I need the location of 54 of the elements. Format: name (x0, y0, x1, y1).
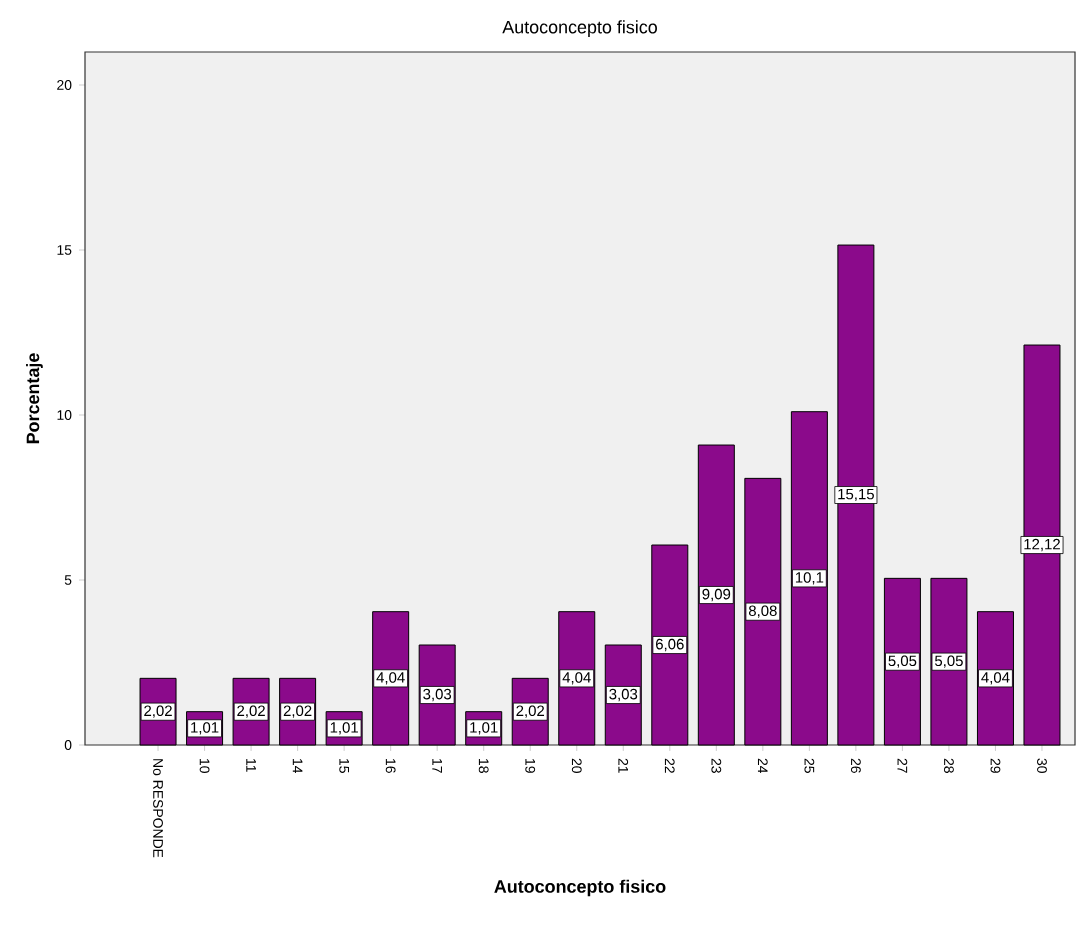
data-label: 9,09 (702, 588, 731, 602)
x-axis-title: Autoconcepto fisico (494, 879, 666, 897)
data-label: 1,01 (470, 722, 498, 735)
x-tick-label: 11 (246, 759, 256, 772)
x-tick-label: 18 (478, 759, 489, 773)
y-tick-label: 0 (64, 740, 72, 750)
data-label: 2,02 (283, 705, 312, 718)
bar (744, 477, 782, 746)
data-label: 5,05 (888, 655, 917, 668)
data-label: 4,04 (562, 672, 591, 685)
bar (930, 577, 968, 746)
data-label: 2,02 (237, 705, 265, 718)
data-label: 2,02 (516, 705, 545, 718)
x-tick-label: 10 (199, 759, 210, 773)
bar (790, 411, 828, 746)
x-tick-label: 24 (757, 758, 768, 774)
x-tick-label: 30 (1037, 758, 1047, 773)
x-tick-label: 27 (897, 758, 908, 773)
data-label: 4,04 (981, 672, 1010, 685)
data-label: 12,12 (1024, 538, 1060, 552)
y-axis-title: Porcentaje (26, 353, 43, 444)
data-label: 3,03 (609, 688, 638, 702)
x-tick-label: 29 (990, 758, 1001, 773)
x-tick-label: 15 (339, 759, 349, 773)
x-tick-label: 23 (711, 758, 722, 773)
x-tick-label: 20 (571, 758, 582, 773)
bar (697, 444, 735, 746)
x-tick-label: 28 (944, 758, 954, 773)
x-tick-label: 25 (804, 758, 815, 773)
data-label: 10,1 (795, 572, 824, 585)
x-tick-label: 17 (432, 759, 442, 773)
x-tick-label: 21 (618, 758, 629, 773)
y-tick-label: 20 (57, 80, 72, 90)
data-label: 8,08 (748, 605, 777, 618)
data-label: 2,02 (144, 705, 172, 718)
x-tick-label: 22 (664, 758, 675, 773)
data-label: 6,06 (656, 638, 684, 652)
x-tick-label: 14 (292, 759, 303, 774)
bar (651, 544, 689, 746)
data-label: 4,04 (376, 672, 405, 685)
x-tick-label: No RESPONDE (153, 759, 163, 858)
chart-title: Autoconcepto fisico (502, 20, 657, 37)
data-label: 1,01 (330, 722, 358, 735)
bar (883, 577, 921, 746)
data-label: 5,05 (934, 655, 963, 668)
x-tick-label: 16 (385, 759, 396, 773)
data-label: 3,03 (423, 688, 452, 702)
y-tick-label: 10 (57, 410, 72, 420)
data-label: 1,01 (191, 722, 219, 735)
x-tick-label: 26 (850, 758, 861, 773)
y-tick-label: 5 (64, 575, 72, 585)
x-tick-label: 19 (525, 759, 536, 773)
data-label: 15,15 (838, 488, 874, 502)
y-tick-label: 15 (57, 245, 72, 255)
